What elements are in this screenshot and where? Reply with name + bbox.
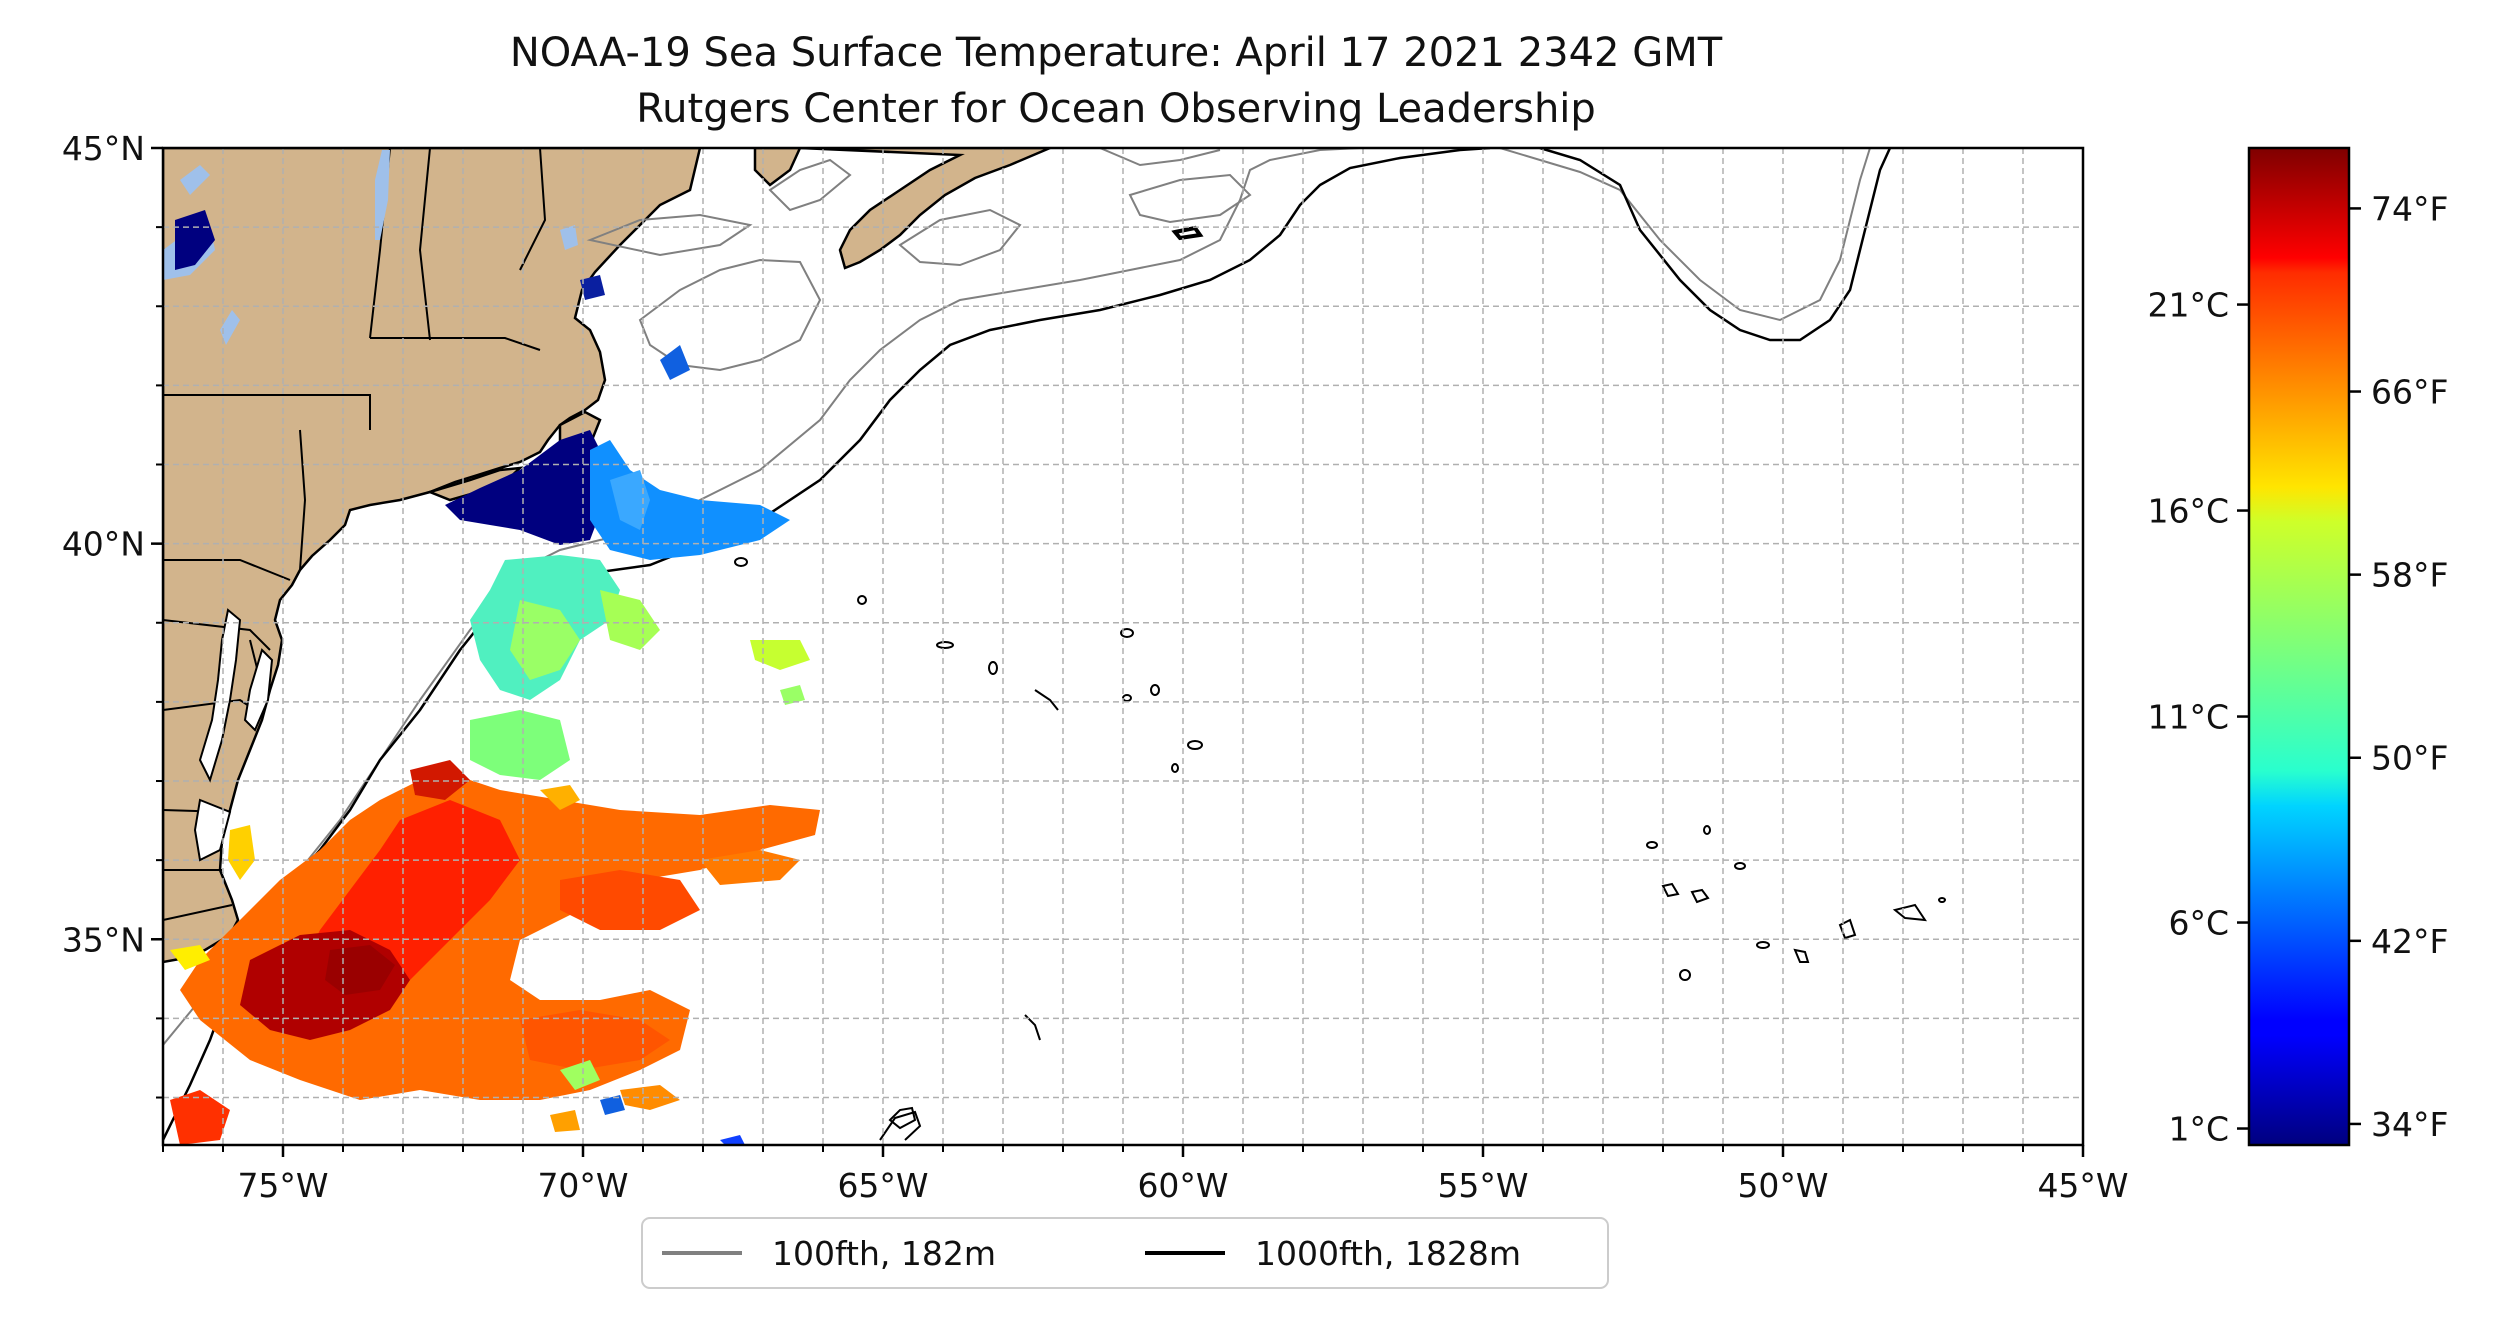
isobath-100fth [163, 148, 1871, 1046]
x-tick-label: 50°W [1737, 1166, 1828, 1205]
y-tick-label: 40°N [62, 525, 145, 564]
fahrenheit-tick-label: 74°F [2371, 189, 2448, 228]
x-tick-label: 60°W [1137, 1166, 1228, 1205]
fahrenheit-tick-label: 50°F [2371, 739, 2448, 778]
y-axis: 45°N 40°N 35°N [62, 129, 163, 1099]
x-tick-label: 70°W [537, 1166, 628, 1205]
sst-data [170, 210, 820, 1145]
fahrenheit-tick-label: 58°F [2371, 556, 2448, 595]
legend-label-100fth: 100fth, 182m [772, 1234, 996, 1273]
x-tick-label: 55°W [1437, 1166, 1528, 1205]
celsius-tick-label: 6°C [2168, 904, 2229, 943]
legend: 100fth, 182m 1000fth, 1828m [641, 1217, 1609, 1289]
y-tick-label: 45°N [62, 129, 145, 168]
celsius-tick-label: 16°C [2147, 492, 2229, 531]
celsius-tick-label: 11°C [2147, 698, 2229, 737]
x-axis: 75°W 70°W 65°W 60°W 55°W 50°W 45°W [162, 1145, 2129, 1205]
seamounts [734, 225, 1946, 1141]
colorbar-fahrenheit-ticks: 74°F 66°F 58°F 50°F 42°F 34°F [2349, 189, 2448, 1144]
celsius-tick-label: 21°C [2147, 286, 2229, 325]
chart-title: NOAA-19 Sea Surface Temperature: April 1… [510, 30, 1723, 76]
fahrenheit-tick-label: 34°F [2371, 1105, 2448, 1144]
x-tick-label: 65°W [837, 1166, 928, 1205]
land-nova-scotia [799, 148, 1051, 270]
map-panel [163, 148, 2083, 1145]
y-tick-label: 35°N [62, 920, 145, 959]
celsius-tick-label: 1°C [2168, 1110, 2229, 1149]
colorbar-celsius-ticks: 21°C 16°C 11°C 6°C 1°C [2147, 286, 2249, 1149]
land-nova-scotia-north [753, 148, 802, 187]
x-tick-label: 45°W [2037, 1166, 2128, 1205]
fahrenheit-tick-label: 66°F [2371, 373, 2448, 412]
fahrenheit-tick-label: 42°F [2371, 922, 2448, 961]
chart-subtitle: Rutgers Center for Ocean Observing Leade… [636, 86, 1596, 132]
legend-label-1000fth: 1000fth, 1828m [1255, 1234, 1521, 1273]
colorbar-gradient [2247, 146, 2351, 1147]
map-gridlines [163, 148, 2083, 1145]
inland-bays [193, 608, 274, 862]
x-tick-label: 75°W [237, 1166, 328, 1205]
legend-box [641, 1217, 1609, 1289]
colorbar: 21°C 16°C 11°C 6°C 1°C 74°F 66°F 58°F 50°F 42°F 3… [2147, 146, 2448, 1149]
